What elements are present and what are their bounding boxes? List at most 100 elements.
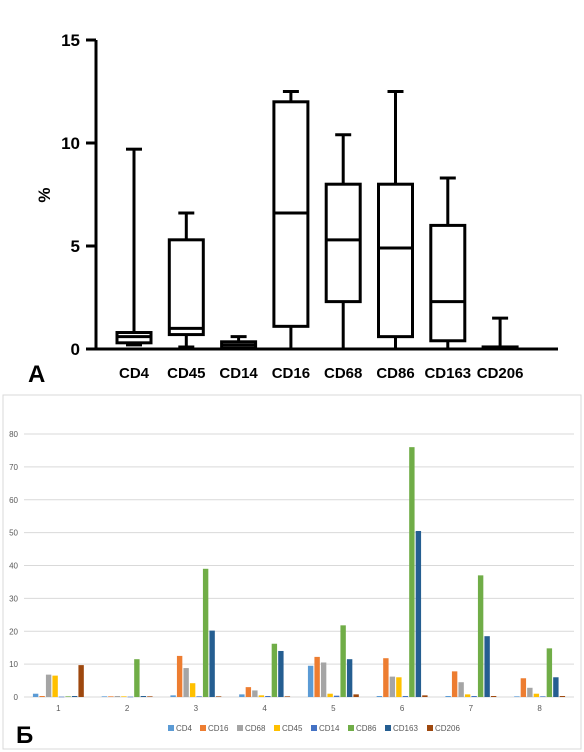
y-tick-label: 40	[9, 562, 18, 571]
legend-item-cd68: CD68	[237, 724, 266, 733]
gridlines	[24, 433, 574, 698]
legend-label: CD86	[356, 724, 377, 733]
y-tick-label: 30	[9, 594, 18, 603]
bar-cd206-2	[147, 696, 153, 697]
category-label: CD16	[272, 365, 310, 382]
legend-label: CD45	[282, 724, 303, 733]
bar-cd4-6	[376, 696, 383, 697]
x-tick-label: 6	[400, 704, 405, 713]
x-tick-label: 4	[262, 704, 267, 713]
bar-cd4-7	[445, 696, 451, 697]
bar-cd4-1	[32, 693, 39, 697]
x-tick-label: 2	[125, 704, 130, 713]
legend-swatch	[274, 725, 280, 731]
bar-cd16-5	[314, 656, 320, 697]
bar-cd163-1	[71, 696, 78, 697]
bar-cd14-4	[265, 696, 271, 697]
legend-label: CD14	[319, 724, 340, 733]
x-tick-label: 8	[537, 704, 542, 713]
legend-item-cd86: CD86	[348, 724, 377, 733]
y-tick-label: 5	[71, 237, 80, 256]
bar-cd16-6	[383, 658, 389, 697]
bar-cd14-3	[196, 696, 202, 697]
bar-cd14-1	[58, 696, 65, 698]
bar-cd86-1	[65, 696, 71, 697]
bar-cd68-3	[183, 668, 189, 697]
bar-cd68-6	[389, 676, 396, 697]
bar-cd86-4	[271, 643, 278, 697]
bar-cd16-7	[451, 671, 458, 697]
category-label: CD206	[477, 365, 524, 382]
bar-cd68-2	[114, 696, 121, 697]
bar-cd206-4	[284, 696, 291, 697]
bar-cd16-4	[245, 687, 252, 697]
bar-cd206-6	[422, 695, 428, 697]
y-ticks: 0 5 10 15	[61, 31, 96, 359]
bar-cd45-1	[52, 675, 58, 697]
box-cd14	[220, 335, 258, 351]
bar-cd163-5	[346, 659, 353, 697]
bar-cd14-5	[333, 695, 340, 697]
category-label: CD163	[424, 365, 471, 382]
bar-cd16-3	[176, 655, 183, 697]
legend-swatch	[427, 725, 433, 731]
box-cd86	[377, 90, 414, 351]
boxes	[115, 90, 519, 351]
legend-item-cd4: CD4	[168, 724, 193, 733]
y-axis-label: %	[35, 187, 54, 202]
bar-cd14-2	[127, 696, 134, 698]
bar-cd45-6	[396, 677, 402, 697]
legend-item-cd163: CD163	[385, 724, 418, 733]
bar-cd163-7	[484, 636, 490, 697]
bar-cd45-2	[121, 696, 127, 697]
box-cd16	[272, 90, 310, 351]
chart-frame	[2, 394, 582, 750]
legend-label: CD16	[208, 724, 229, 733]
legend-label: CD206	[435, 724, 460, 733]
bars	[32, 447, 566, 698]
bar-cd14-7	[471, 696, 477, 697]
bar-cd86-5	[340, 625, 346, 697]
legend-swatch	[168, 725, 174, 731]
bar-cd68-4	[252, 690, 258, 697]
bar-cd163-3	[209, 630, 215, 697]
x-tick-label: 1	[56, 704, 61, 713]
legend-swatch	[348, 725, 354, 731]
bar-cd163-4	[278, 650, 284, 697]
y-tick-label: 10	[61, 134, 80, 153]
bar-cd45-3	[189, 683, 196, 697]
y-tick-label: 60	[9, 496, 18, 505]
category-label: CD4	[119, 365, 150, 382]
legend-item-cd45: CD45	[274, 724, 303, 733]
x-tick-label: 5	[331, 704, 336, 713]
category-label: CD68	[324, 365, 362, 382]
bar-cd45-7	[464, 694, 471, 697]
bar-cd45-4	[258, 695, 265, 697]
legend-swatch	[200, 725, 206, 731]
category-label: CD14	[219, 365, 258, 382]
iqr-box	[377, 182, 414, 339]
x-tick-labels: 1 2 3 4 5 6 7 8	[56, 704, 542, 713]
y-tick-label: 0	[14, 693, 19, 702]
category-label: CD45	[167, 365, 205, 382]
box-cd163	[429, 176, 467, 351]
y-tick-label: 20	[9, 627, 18, 636]
bar-cd68-5	[320, 662, 327, 697]
bar-cd206-7	[490, 696, 497, 697]
bar-cd163-6	[415, 530, 422, 697]
category-label: CD86	[376, 365, 414, 382]
category-labels: CD4 CD45 CD14 CD16 CD68 CD86 CD163 CD206	[119, 365, 523, 382]
bar-cd4-5	[307, 665, 314, 697]
bar-cd16-2	[108, 696, 114, 697]
bar-cd14-6	[402, 696, 409, 697]
bar-cd4-4	[239, 694, 245, 697]
bar-cd163-2	[140, 696, 147, 697]
bar-cd163-8	[553, 677, 559, 697]
bar-cd68-1	[45, 674, 52, 697]
bar-cd14-8	[540, 696, 546, 697]
bar-cd45-5	[327, 693, 333, 697]
legend-swatch	[385, 725, 391, 731]
box-cd68	[324, 133, 362, 351]
